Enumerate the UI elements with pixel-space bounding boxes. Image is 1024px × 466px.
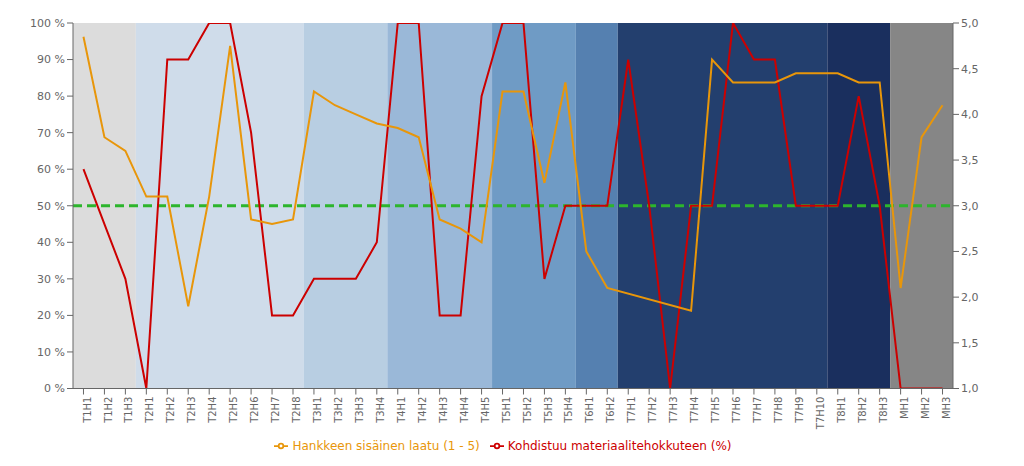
- svg-text:T7H6: T7H6: [731, 397, 742, 424]
- svg-text:T7H5: T7H5: [710, 397, 721, 424]
- svg-text:T4H1: T4H1: [396, 397, 407, 424]
- svg-text:1,0: 1,0: [961, 382, 979, 395]
- svg-text:MH3: MH3: [941, 397, 952, 420]
- html-text:Hankkeen sisäinen laatu (1 - 5: Hankkeen sisäinen laatu (1 - 5): [292, 438, 480, 453]
- svg-text:T6H1: T6H1: [584, 397, 595, 424]
- svg-text:T5H2: T5H2: [522, 397, 533, 424]
- svg-text:T2H2: T2H2: [165, 397, 176, 424]
- svg-text:T3H2: T3H2: [333, 397, 344, 424]
- html-text:Kohdistuu materiaalitehokkutee: Kohdistuu materiaalitehokkuteen (%): [507, 438, 732, 453]
- svg-text:T2H4: T2H4: [207, 397, 218, 424]
- svg-text:T3H1: T3H1: [312, 397, 323, 424]
- svg-text:T1H2: T1H2: [103, 397, 114, 424]
- svg-text:T1H3: T1H3: [123, 397, 134, 424]
- svg-text:T7H7: T7H7: [752, 397, 763, 424]
- svg-text:MH2: MH2: [920, 397, 931, 420]
- svg-text:T8H3: T8H3: [878, 397, 889, 424]
- svg-text:T7H2: T7H2: [647, 397, 658, 424]
- svg-text:90 %: 90 %: [37, 53, 65, 66]
- svg-text:10 %: 10 %: [37, 346, 65, 359]
- svg-text:4,0: 4,0: [961, 108, 979, 121]
- svg-text:MH1: MH1: [899, 397, 910, 420]
- svg-text:T5H3: T5H3: [543, 397, 554, 424]
- svg-text:T4H4: T4H4: [459, 397, 470, 424]
- svg-text:60 %: 60 %: [37, 163, 65, 176]
- svg-text:T4H2: T4H2: [417, 397, 428, 424]
- svg-text:2,5: 2,5: [961, 245, 979, 258]
- svg-text:T5H1: T5H1: [501, 397, 512, 424]
- svg-text:T7H10: T7H10: [815, 397, 826, 431]
- svg-text:T7H1: T7H1: [626, 397, 637, 424]
- svg-text:T4H5: T4H5: [480, 397, 491, 424]
- svg-text:100 %: 100 %: [30, 17, 65, 30]
- svg-text:2,0: 2,0: [961, 291, 979, 304]
- svg-text:40 %: 40 %: [37, 236, 65, 249]
- svg-text:T5H4: T5H4: [563, 397, 574, 424]
- svg-text:1,5: 1,5: [961, 337, 979, 350]
- svg-text:T7H4: T7H4: [689, 397, 700, 424]
- svg-text:T2H5: T2H5: [228, 397, 239, 424]
- svg-text:0 %: 0 %: [44, 382, 65, 395]
- svg-text:T2H1: T2H1: [144, 397, 155, 424]
- svg-text:3,5: 3,5: [961, 154, 979, 167]
- svg-text:T7H8: T7H8: [773, 397, 784, 424]
- svg-text:20 %: 20 %: [37, 309, 65, 322]
- svg-text:T2H6: T2H6: [249, 397, 260, 424]
- svg-text:4,5: 4,5: [961, 63, 979, 76]
- svg-text:T6H2: T6H2: [605, 397, 616, 424]
- svg-text:T8H2: T8H2: [857, 397, 868, 424]
- svg-text:30 %: 30 %: [37, 273, 65, 286]
- svg-text:T1H1: T1H1: [82, 397, 93, 424]
- svg-text:T7H3: T7H3: [668, 397, 679, 424]
- svg-text:T8H1: T8H1: [836, 397, 847, 424]
- svg-text:T3H3: T3H3: [354, 397, 365, 424]
- svg-text:T7H9: T7H9: [794, 397, 805, 424]
- svg-text:70 %: 70 %: [37, 127, 65, 140]
- svg-text:T2H8: T2H8: [291, 397, 302, 424]
- svg-text:5,0: 5,0: [961, 17, 979, 30]
- svg-text:T3H4: T3H4: [375, 397, 386, 424]
- svg-text:80 %: 80 %: [37, 90, 65, 103]
- svg-text:T2H3: T2H3: [186, 397, 197, 424]
- svg-text:3,0: 3,0: [961, 200, 979, 213]
- svg-text:T4H3: T4H3: [438, 397, 449, 424]
- svg-text:T2H7: T2H7: [270, 397, 281, 424]
- svg-text:50 %: 50 %: [37, 200, 65, 213]
